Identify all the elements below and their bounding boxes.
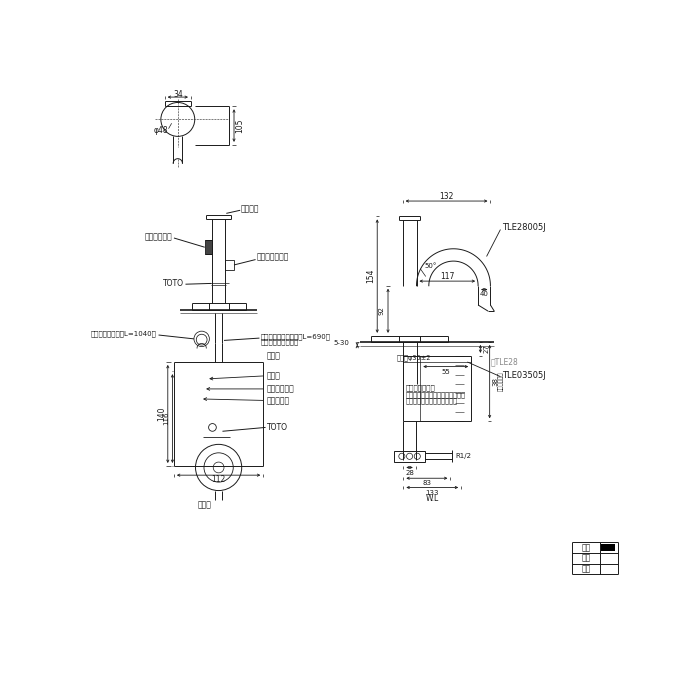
Text: カバー: カバー — [267, 371, 281, 380]
Text: 105: 105 — [235, 118, 244, 133]
Text: 28: 28 — [405, 470, 414, 476]
Text: スパウト: スパウト — [240, 204, 259, 214]
Text: ＊TLE28: ＊TLE28 — [491, 358, 518, 367]
Text: スパウト連結ホース（L=690）: スパウト連結ホース（L=690） — [261, 333, 331, 340]
Text: 水通: 水通 — [581, 543, 591, 552]
Text: （ホワイト）: （ホワイト） — [267, 384, 295, 393]
Text: 34: 34 — [173, 90, 183, 99]
Bar — [225, 260, 234, 270]
Text: （ホワイトグレー）: （ホワイトグレー） — [261, 339, 299, 345]
Text: 132: 132 — [440, 192, 454, 201]
Text: 光電センサー: 光電センサー — [145, 232, 172, 241]
Text: TLE03505J: TLE03505J — [502, 370, 546, 379]
Text: 5-30: 5-30 — [334, 340, 349, 346]
Bar — [394, 451, 425, 462]
Text: 天滝: 天滝 — [581, 565, 591, 573]
Text: 取付穴φ35±2: 取付穴φ35±2 — [396, 354, 430, 360]
Text: とセットして（ください。）: とセットして（ください。） — [406, 397, 458, 404]
Text: 154: 154 — [367, 269, 376, 284]
Bar — [204, 240, 213, 254]
Text: 140: 140 — [157, 407, 166, 421]
Text: 50°: 50° — [424, 263, 437, 270]
Text: 27: 27 — [484, 344, 489, 354]
Text: センサーコード（L=1040）: センサーコード（L=1040） — [91, 330, 157, 337]
Text: 55: 55 — [442, 369, 450, 375]
Bar — [601, 544, 615, 552]
Text: R1/2: R1/2 — [456, 454, 472, 459]
Text: 117: 117 — [440, 272, 454, 281]
Text: φ48: φ48 — [154, 126, 169, 134]
Text: TLE28005J: TLE28005J — [502, 223, 546, 232]
Text: TOTO: TOTO — [267, 423, 288, 432]
Text: TOTO: TOTO — [163, 279, 184, 288]
Text: 38: 38 — [493, 377, 499, 386]
Text: 92: 92 — [379, 307, 385, 315]
Text: 泡まつキャップ: 泡まつキャップ — [257, 253, 290, 262]
Text: 止水栓: 止水栓 — [198, 500, 211, 509]
Text: 給湯: 給湯 — [581, 554, 591, 563]
Text: 40: 40 — [480, 291, 489, 298]
Text: W.L: W.L — [426, 494, 439, 503]
Text: （標準格納）: （標準格納） — [498, 372, 504, 391]
Text: 112: 112 — [211, 475, 225, 484]
Text: 116: 116 — [163, 412, 169, 426]
Text: 排水金具接続部: 排水金具接続部 — [406, 385, 435, 391]
Text: フィルター: フィルター — [267, 396, 290, 405]
Text: （専用のワンプッシュ式排水金具: （専用のワンプッシュ式排水金具 — [406, 391, 466, 398]
Text: 駆動部: 駆動部 — [267, 351, 281, 360]
Text: 83: 83 — [422, 480, 431, 486]
Text: 133: 133 — [426, 490, 439, 496]
